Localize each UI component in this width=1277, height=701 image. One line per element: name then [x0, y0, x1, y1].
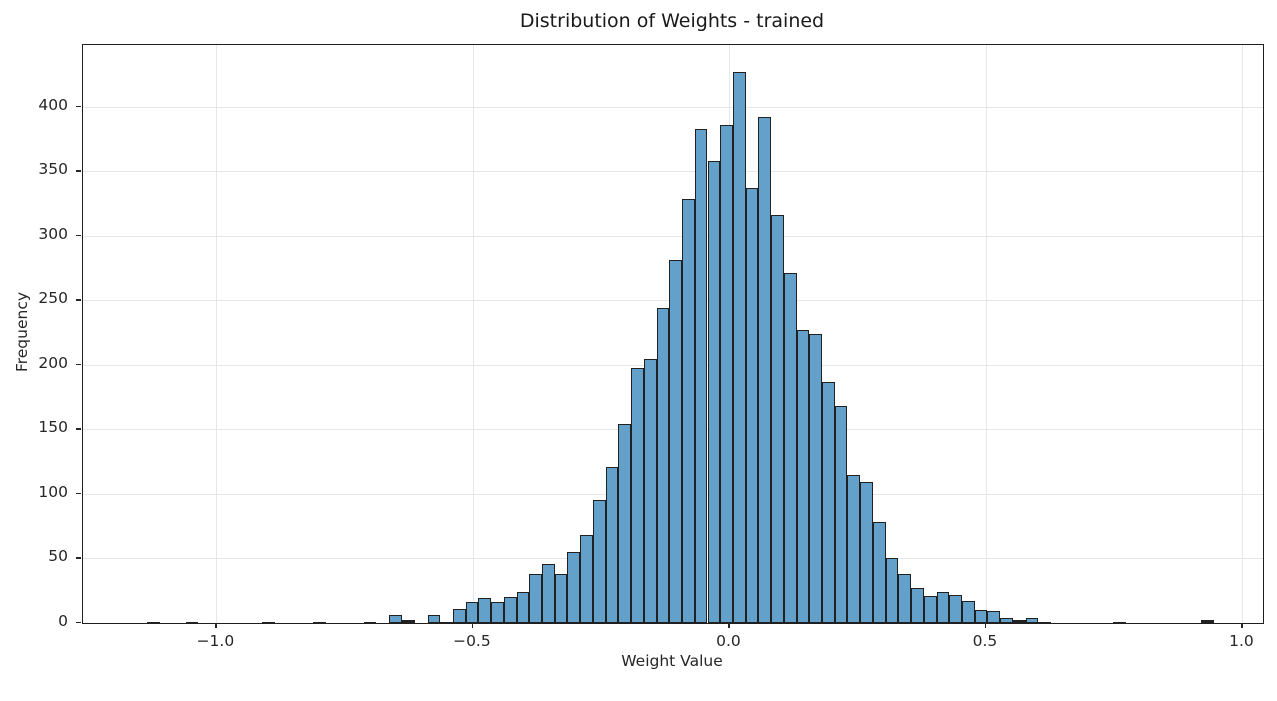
- y-tick: [76, 557, 81, 559]
- h-gridline: [83, 235, 1263, 237]
- histogram-bar: [872, 522, 886, 623]
- histogram-bar: [733, 72, 746, 623]
- histogram-bar: [567, 552, 581, 623]
- histogram-bar: [554, 573, 568, 623]
- histogram-bar: [936, 592, 950, 623]
- histogram-bar: [478, 598, 492, 623]
- y-tick: [76, 492, 81, 495]
- histogram-bar: [974, 610, 988, 623]
- histogram-bar: [771, 215, 784, 623]
- histogram-bar: [427, 615, 441, 623]
- histogram-bar: [643, 358, 657, 623]
- histogram-bar: [1038, 621, 1052, 624]
- histogram-bar: [363, 621, 377, 624]
- x-tick: [1241, 623, 1243, 628]
- histogram-bar: [911, 588, 924, 623]
- chart-title: Distribution of Weights - trained: [519, 10, 825, 32]
- x-tick-label: 0.0: [716, 632, 741, 650]
- histogram-bar: [720, 124, 733, 623]
- histogram-bar: [987, 611, 1001, 623]
- histogram-bar: [389, 615, 402, 623]
- histogram-bar: [758, 117, 772, 623]
- y-tick-label: 100: [38, 483, 68, 502]
- histogram-bar: [453, 608, 466, 623]
- histogram-bar: [465, 602, 479, 623]
- histogram-bar: [682, 198, 695, 623]
- histogram-bar: [745, 188, 759, 623]
- y-tick: [76, 299, 81, 301]
- histogram-bar: [694, 128, 708, 623]
- x-tick-label: −0.5: [453, 632, 491, 650]
- x-tick-label: 1.0: [1229, 632, 1254, 650]
- histogram-bar: [949, 594, 963, 623]
- histogram-bar: [618, 424, 632, 623]
- x-tick-label: −1.0: [196, 632, 235, 650]
- histogram-bar: [1025, 617, 1039, 623]
- y-tick: [76, 622, 81, 624]
- histogram-bar: [631, 367, 644, 623]
- histogram-bar: [185, 621, 199, 624]
- y-tick-label: 150: [38, 418, 68, 437]
- histogram-bar: [961, 601, 975, 623]
- y-tick: [76, 105, 81, 108]
- histogram-bar: [707, 161, 721, 623]
- histogram-bar: [898, 573, 912, 623]
- histogram-bar: [822, 381, 835, 623]
- x-tick: [471, 623, 474, 628]
- histogram-bar: [402, 620, 415, 623]
- x-tick: [215, 623, 217, 628]
- histogram-bar: [261, 621, 275, 624]
- histogram-bar: [580, 535, 593, 623]
- histogram-bar: [503, 597, 517, 623]
- histogram-bar: [847, 474, 861, 623]
- histogram-bar: [529, 573, 543, 623]
- histogram-bar: [1012, 620, 1026, 623]
- x-tick: [728, 623, 730, 628]
- histogram-bar: [147, 621, 160, 624]
- histogram-bar: [885, 558, 899, 623]
- v-gridline: [216, 45, 218, 623]
- v-gridline: [1242, 45, 1244, 623]
- histogram-bar: [592, 500, 606, 623]
- plot-area: [82, 44, 1264, 624]
- y-tick: [76, 170, 81, 172]
- y-tick: [76, 428, 81, 430]
- histogram-bar: [1000, 617, 1013, 623]
- y-tick-label: 350: [38, 160, 68, 179]
- histogram-bar: [440, 621, 453, 624]
- x-tick-label: 0.5: [972, 632, 998, 650]
- h-gridline: [83, 106, 1263, 108]
- y-tick-label: 0: [58, 612, 68, 631]
- x-tick: [984, 623, 987, 628]
- histogram-bar: [491, 602, 504, 623]
- v-gridline: [985, 45, 987, 623]
- histogram-bar: [834, 406, 848, 623]
- y-tick: [76, 363, 81, 366]
- histogram-bar: [542, 563, 555, 623]
- x-axis-label: Weight Value: [621, 652, 723, 670]
- histogram-bar: [783, 273, 797, 623]
- histogram-bar: [312, 621, 326, 624]
- histogram-bar: [796, 330, 810, 623]
- histogram-bar: [1113, 621, 1126, 624]
- y-tick-label: 50: [48, 547, 68, 566]
- histogram-bar: [809, 334, 823, 623]
- histogram-bar: [516, 592, 530, 623]
- histogram-bar: [860, 482, 873, 623]
- histogram-bar: [1200, 620, 1214, 623]
- y-tick-label: 250: [38, 289, 68, 308]
- y-tick-label: 400: [38, 96, 68, 115]
- histogram-bar: [669, 260, 683, 623]
- y-tick-label: 200: [38, 354, 68, 373]
- y-tick: [76, 234, 81, 237]
- histogram-bar: [605, 466, 619, 623]
- histogram-bar: [923, 595, 937, 623]
- histogram-bar: [656, 308, 670, 623]
- y-axis-label: Frequency: [13, 291, 31, 373]
- y-tick-label: 300: [38, 225, 68, 244]
- v-gridline: [472, 45, 474, 623]
- h-gridline: [83, 171, 1263, 173]
